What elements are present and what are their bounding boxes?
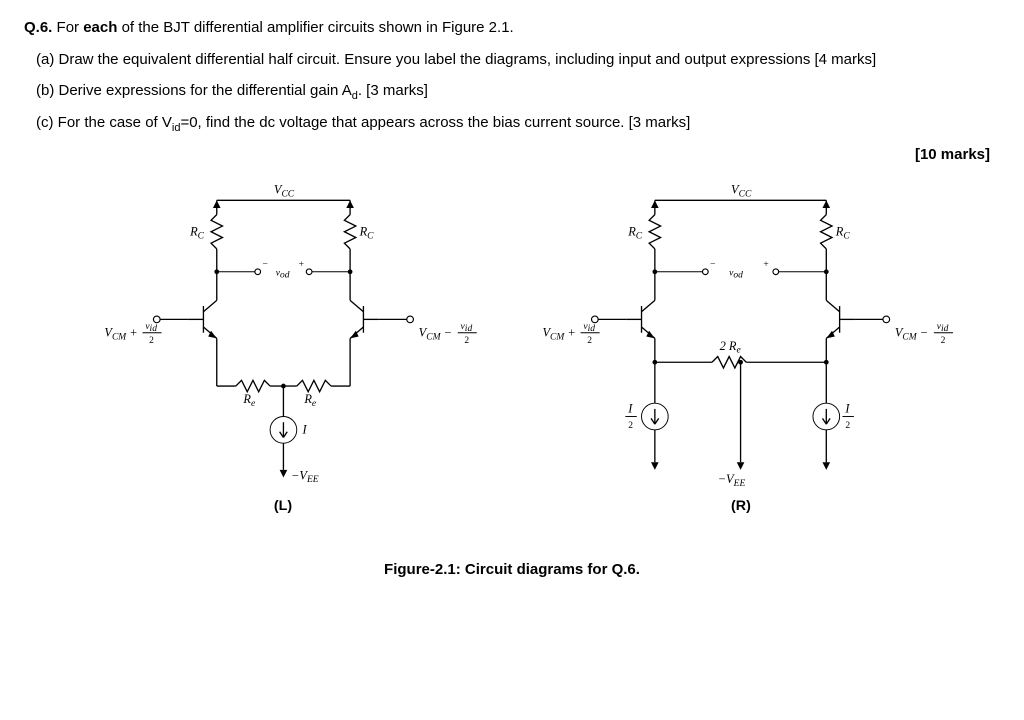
- part-b-tail: . [3 marks]: [358, 82, 428, 99]
- svg-text:VCC: VCC: [274, 183, 295, 200]
- svg-text:RC: RC: [189, 225, 205, 242]
- circuit-L: VCC RC RC − vod + VCM + vid 2 VCM − vid …: [104, 183, 476, 514]
- svg-text:−VEE: −VEE: [291, 469, 319, 486]
- part-a: (a) Draw the equivalent differential hal…: [24, 50, 1000, 70]
- circuit-svg: VCC RC RC − vod + VCM + vid 2 VCM − vid …: [52, 167, 972, 567]
- svg-text:2 Re: 2 Re: [720, 339, 742, 356]
- part-b-text: (b) Derive expressions for the different…: [36, 82, 352, 99]
- svg-text:RC: RC: [627, 225, 643, 242]
- svg-text:Re: Re: [242, 392, 256, 409]
- question-stem: Q.6. For each of the BJT differential am…: [24, 18, 1000, 38]
- part-c: (c) For the case of Vid=0, find the dc v…: [24, 113, 1000, 136]
- svg-text:VCM −: VCM −: [419, 326, 452, 343]
- svg-text:2: 2: [464, 336, 469, 346]
- svg-text:Re: Re: [303, 392, 317, 409]
- svg-text:VCM −: VCM −: [895, 326, 928, 343]
- part-c-tail: =0, find the dc voltage that appears acr…: [180, 114, 690, 131]
- svg-text:VCC: VCC: [731, 183, 752, 200]
- q-number: Q.6.: [24, 19, 52, 36]
- svg-text:−: −: [710, 260, 715, 270]
- svg-text:vod: vod: [729, 269, 743, 281]
- stem-before: For: [57, 19, 84, 36]
- svg-text:2: 2: [587, 336, 592, 346]
- svg-text:vid: vid: [145, 322, 157, 334]
- svg-text:(L): (L): [274, 498, 292, 514]
- svg-text:vid: vid: [461, 322, 473, 334]
- svg-text:RC: RC: [359, 225, 375, 242]
- svg-text:I: I: [627, 402, 633, 416]
- svg-text:VCM +: VCM +: [542, 326, 575, 343]
- svg-text:vid: vid: [937, 322, 949, 334]
- figure-caption: Figure-2.1: Circuit diagrams for Q.6.: [24, 561, 1000, 578]
- total-marks: [10 marks]: [24, 146, 1000, 163]
- svg-text:VCM +: VCM +: [104, 326, 137, 343]
- stem-after: of the BJT differential amplifier circui…: [117, 19, 513, 36]
- part-c-text: (c) For the case of V: [36, 114, 172, 131]
- svg-text:+: +: [763, 260, 768, 270]
- figure-2-1: VCC RC RC − vod + VCM + vid 2 VCM − vid …: [24, 167, 1000, 567]
- svg-text:vid: vid: [583, 322, 595, 334]
- svg-text:2: 2: [941, 336, 946, 346]
- svg-text:2: 2: [845, 421, 850, 431]
- part-b: (b) Derive expressions for the different…: [24, 81, 1000, 104]
- svg-text:vod: vod: [276, 269, 290, 281]
- part-a-text: (a) Draw the equivalent differential hal…: [36, 51, 876, 68]
- svg-text:RC: RC: [835, 225, 851, 242]
- stem-bold: each: [83, 19, 117, 36]
- circuit-R: VCC RC RC − vod + VCM + vid 2 VCM − vid …: [542, 183, 952, 514]
- svg-text:2: 2: [149, 336, 154, 346]
- svg-text:2: 2: [628, 421, 633, 431]
- svg-text:(R): (R): [731, 498, 751, 514]
- svg-text:+: +: [299, 260, 304, 270]
- svg-text:I: I: [844, 402, 850, 416]
- svg-text:−: −: [262, 260, 267, 270]
- svg-text:I: I: [301, 423, 307, 437]
- svg-text:−VEE: −VEE: [718, 472, 746, 489]
